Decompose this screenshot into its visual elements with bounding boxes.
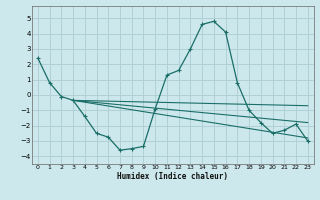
X-axis label: Humidex (Indice chaleur): Humidex (Indice chaleur) xyxy=(117,172,228,181)
